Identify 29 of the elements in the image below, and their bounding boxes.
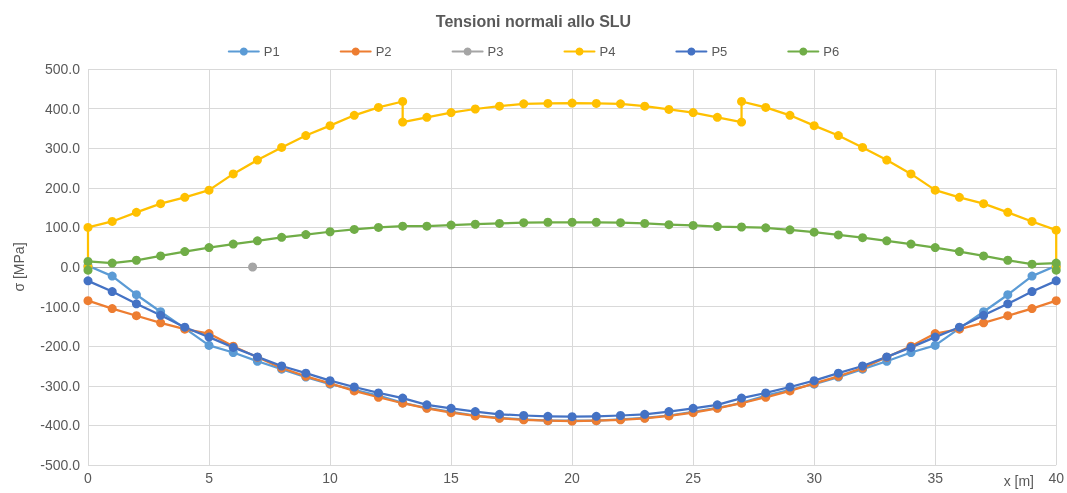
- legend-label: P6: [823, 44, 840, 59]
- x-tick-label: 5: [205, 470, 214, 486]
- x-tick-label: 20: [564, 470, 581, 486]
- y-tick-label: -400.0: [40, 417, 81, 434]
- y-tick-label: -100.0: [40, 298, 81, 315]
- y-tick-label: 100.0: [44, 219, 81, 236]
- x-tick-label: 0: [84, 470, 93, 486]
- y-tick-label: 0.0: [60, 259, 81, 275]
- chart-title: Tensioni normali allo SLU: [435, 12, 632, 30]
- legend-label: P4: [599, 44, 616, 59]
- x-tick-label: 15: [443, 470, 460, 486]
- legend-label: P1: [263, 44, 280, 59]
- x-tick-label: 40: [1048, 470, 1065, 486]
- x-tick-label: 30: [806, 470, 823, 486]
- y-tick-label: -200.0: [40, 338, 81, 355]
- y-tick-label: -500.0: [40, 457, 81, 473]
- y-tick-label: 300.0: [44, 140, 81, 157]
- legend-label: P5: [711, 44, 728, 59]
- y-axis-title: σ [MPa]: [11, 242, 27, 292]
- y-tick-label: 400.0: [44, 100, 81, 117]
- legend-label: P2: [375, 44, 392, 59]
- x-tick-label: 10: [322, 470, 339, 486]
- x-tick-label: 25: [685, 470, 702, 486]
- x-axis-title: x [m]: [1003, 473, 1035, 489]
- x-tick-label: 35: [927, 470, 944, 486]
- y-tick-label: 500.0: [44, 61, 81, 77]
- legend-label: P3: [487, 44, 504, 59]
- y-tick-label: -300.0: [40, 377, 81, 394]
- y-tick-label: 200.0: [44, 179, 81, 196]
